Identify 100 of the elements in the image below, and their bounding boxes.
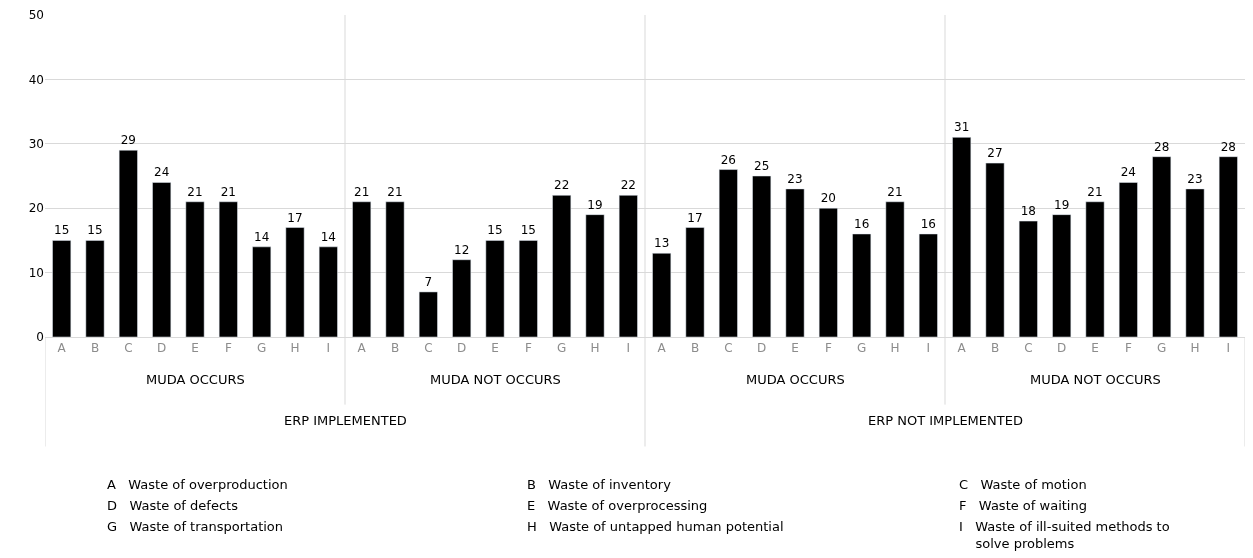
data-label: 17 xyxy=(287,210,303,225)
bar xyxy=(152,182,172,337)
bar xyxy=(1218,156,1238,337)
data-label: 22 xyxy=(620,178,636,193)
bar xyxy=(552,195,572,337)
data-label: 28 xyxy=(1220,139,1236,154)
data-label: 19 xyxy=(587,197,603,212)
data-label: 22 xyxy=(554,178,570,193)
data-label: 28 xyxy=(1154,139,1170,154)
text: D Waste of defects xyxy=(107,498,239,513)
bar xyxy=(1185,188,1205,337)
data-label: 23 xyxy=(1187,171,1203,186)
x-tick-label: F xyxy=(824,341,832,356)
x-tick-label: E xyxy=(1091,341,1099,356)
y-tick-label: 20 xyxy=(28,201,44,216)
bar xyxy=(652,253,672,337)
x-tick-label: D xyxy=(457,341,467,356)
data-label: 21 xyxy=(354,184,370,199)
x-tick-label: G xyxy=(557,341,567,356)
data-label: 14 xyxy=(320,229,336,244)
bar xyxy=(918,233,938,337)
bar xyxy=(585,214,605,337)
text: MUDA NOT OCCURS xyxy=(1030,372,1161,387)
bar xyxy=(52,240,72,337)
x-tick-label: F xyxy=(224,341,232,356)
bar xyxy=(1052,214,1072,337)
data-label: 19 xyxy=(1054,197,1070,212)
data-label: 14 xyxy=(254,229,270,244)
x-tick-label: A xyxy=(357,341,367,356)
data-label: 21 xyxy=(187,184,203,199)
data-label: 27 xyxy=(987,146,1003,161)
bar xyxy=(885,201,905,337)
data-label: 21 xyxy=(387,184,403,199)
data-label: 20 xyxy=(820,191,836,206)
text: E Waste of overprocessing xyxy=(527,498,708,513)
x-tick-label: C xyxy=(1024,341,1033,356)
bar xyxy=(818,207,838,337)
data-label: 15 xyxy=(520,223,536,238)
text: C Waste of motion xyxy=(959,477,1087,492)
bar xyxy=(218,201,238,337)
text: I Waste of ill-suited methods to solve problems xyxy=(959,519,1170,551)
bar xyxy=(185,201,205,337)
data-label: 15 xyxy=(87,223,103,238)
data-label: 16 xyxy=(920,216,936,231)
bar xyxy=(85,240,105,337)
data-label: 26 xyxy=(720,152,736,167)
bar xyxy=(1152,156,1172,337)
data-label: 16 xyxy=(854,216,870,231)
x-tick-label: D xyxy=(1057,341,1067,356)
y-tick-label: 0 xyxy=(36,330,44,345)
bar xyxy=(685,227,705,337)
bar xyxy=(752,175,772,337)
text: MUDA OCCURS xyxy=(746,372,845,387)
x-tick-label: I xyxy=(326,341,331,356)
x-tick-label: B xyxy=(90,341,100,356)
bar xyxy=(252,246,272,337)
bar xyxy=(385,201,405,337)
x-tick-label: I xyxy=(926,341,931,356)
x-tick-label: E xyxy=(791,341,799,356)
bar xyxy=(618,195,638,337)
data-label: 12 xyxy=(454,242,470,257)
x-tick-label: C xyxy=(124,341,133,356)
x-tick-label: G xyxy=(257,341,267,356)
x-tick-label: A xyxy=(657,341,667,356)
x-tick-label: H xyxy=(1190,341,1200,356)
bar xyxy=(452,259,472,337)
bar xyxy=(852,233,872,337)
x-tick-label: E xyxy=(491,341,499,356)
text: MUDA OCCURS xyxy=(146,372,245,387)
x-tick-label: H xyxy=(290,341,300,356)
data-label: 17 xyxy=(687,210,703,225)
data-label: 31 xyxy=(954,120,970,135)
text: H Waste of untapped human potential xyxy=(527,519,784,534)
bar xyxy=(285,227,305,337)
data-label: 21 xyxy=(887,184,903,199)
y-tick-label: 50 xyxy=(28,8,44,23)
x-tick-label: D xyxy=(157,341,167,356)
x-tick-label: G xyxy=(1157,341,1167,356)
data-label: 21 xyxy=(1087,184,1103,199)
y-tick-label: 40 xyxy=(28,72,44,87)
text: A Waste of overproduction xyxy=(107,477,288,492)
data-label: 15 xyxy=(54,223,70,238)
data-label: 15 xyxy=(487,223,503,238)
x-tick-label: D xyxy=(757,341,767,356)
bar xyxy=(785,188,805,337)
bar xyxy=(985,162,1005,337)
x-tick-label: F xyxy=(1124,341,1132,356)
data-label: 21 xyxy=(220,184,236,199)
text: ERP NOT IMPLEMENTED xyxy=(868,413,1023,428)
bar xyxy=(718,169,738,337)
data-label: 24 xyxy=(154,165,170,180)
bar xyxy=(952,137,972,337)
data-label: 29 xyxy=(120,133,136,148)
bar xyxy=(1018,220,1038,337)
text: B Waste of inventory xyxy=(527,477,672,492)
x-tick-label: H xyxy=(890,341,900,356)
x-tick-label: B xyxy=(390,341,400,356)
x-tick-label: A xyxy=(57,341,67,356)
x-tick-label: I xyxy=(1226,341,1231,356)
bar xyxy=(418,291,438,337)
